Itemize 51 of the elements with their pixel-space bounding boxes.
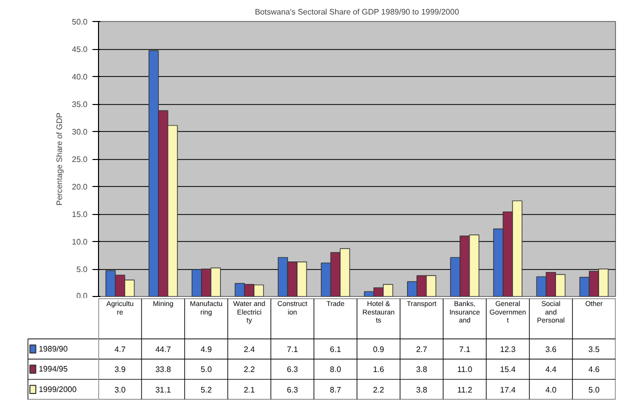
y-tick-label: 30.0 (72, 128, 88, 136)
y-tick-label: 5.0 (76, 265, 88, 274)
data-label: 5.0 (588, 385, 600, 394)
legend-label: 1994/95 (38, 364, 68, 374)
data-label: 2.2 (372, 385, 385, 394)
data-label: 8.0 (330, 365, 342, 374)
data-label: 0.9 (372, 345, 385, 354)
data-label: 3.5 (588, 345, 600, 354)
data-label: 3.8 (416, 385, 428, 394)
y-tick-label: 15.0 (72, 210, 88, 219)
data-label: 2.7 (416, 345, 428, 354)
data-label: 15.4 (500, 365, 516, 374)
data-label: 3.0 (114, 385, 126, 394)
data-label: 7.1 (459, 345, 471, 354)
data-label: 4.7 (114, 345, 126, 354)
y-tick-label: 40.0 (72, 72, 88, 82)
data-label: 3.8 (416, 365, 428, 374)
y-tick-label: 10.0 (72, 238, 88, 246)
y-tick-label: 35.0 (72, 100, 88, 109)
y-tick-label: 50.0 (72, 18, 88, 26)
data-label: 11.0 (457, 365, 473, 374)
legend-label: 1999/2000 (38, 384, 78, 394)
y-tick-label: 25.0 (72, 155, 88, 164)
data-label: 5.0 (200, 365, 212, 374)
data-label: 6.3 (286, 365, 298, 374)
data-label: 2.4 (244, 345, 256, 354)
data-label: 6.1 (330, 345, 342, 354)
data-label: 3.6 (545, 345, 557, 354)
y-tick-label: 20.0 (72, 182, 88, 192)
data-label: 2.1 (244, 385, 256, 394)
data-label: 7.1 (286, 345, 298, 354)
data-label: 17.4 (500, 385, 516, 394)
y-axis-title: Percentage Share of GDP (54, 112, 64, 206)
data-label: 11.2 (457, 385, 473, 394)
data-label: 6.3 (286, 385, 298, 394)
chart-title: Botswana's Sectoral Share of GDP 1989/90 to 1999/2000 (254, 8, 460, 16)
data-label: 4.4 (545, 365, 557, 374)
data-label: 4.0 (545, 385, 557, 394)
data-label: 33.8 (155, 365, 172, 374)
data-label: 5.2 (200, 385, 212, 394)
data-label: 3.9 (114, 365, 126, 374)
data-label: 8.7 (330, 385, 342, 394)
data-label: 1.6 (372, 365, 385, 374)
data-label: 2.2 (244, 365, 256, 374)
data-label: 31.1 (155, 385, 172, 394)
data-label: 12.3 (500, 345, 516, 354)
data-label: 4.6 (588, 365, 600, 374)
y-tick-label: 45.0 (72, 45, 88, 54)
legend-label: 1989/90 (38, 344, 68, 354)
data-label: 4.9 (200, 345, 212, 354)
data-label: 44.7 (155, 345, 172, 354)
